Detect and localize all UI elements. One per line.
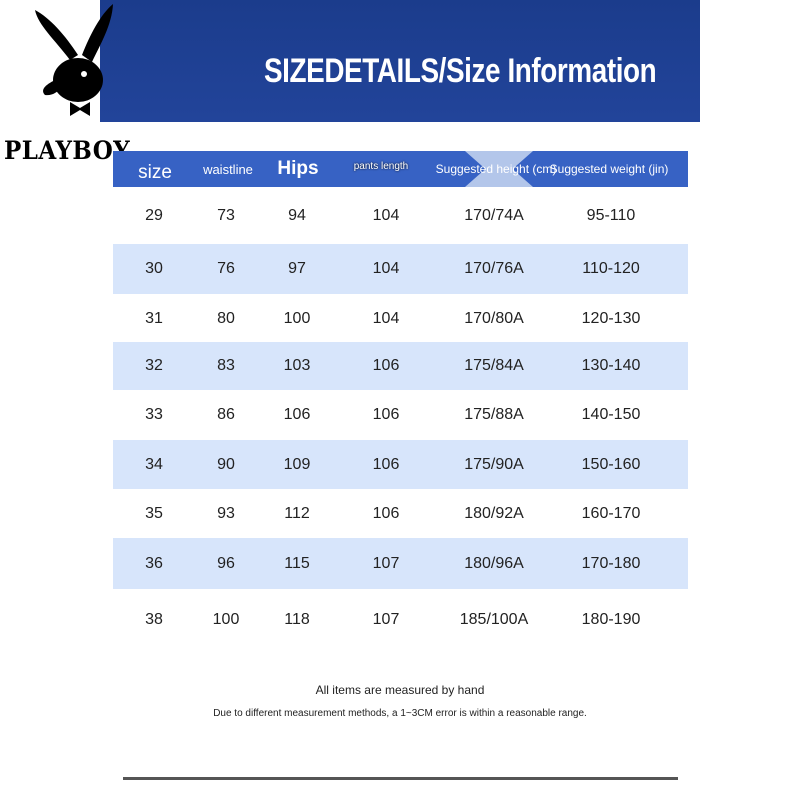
header-weight: Suggested weight (jin) (549, 162, 669, 176)
banner: SIZEDETAILS/Size Information (100, 0, 700, 122)
cell-size: 33 (145, 406, 163, 423)
note-measured: All items are measured by hand (315, 683, 485, 697)
table-row: 30 76 97 104 170/76A 110-120 (113, 244, 688, 294)
cell-height: 180/96A (464, 554, 524, 572)
cell-hips: 100 (283, 309, 311, 327)
cell-hips: 94 (288, 207, 306, 224)
cell-hips: 103 (283, 357, 311, 374)
cell-hips: 97 (288, 260, 306, 277)
cell-pants-length: 106 (372, 357, 400, 374)
table-row: 32 83 103 106 175/84A 130-140 (113, 342, 688, 390)
cell-size: 34 (145, 455, 163, 473)
cell-hips: 106 (283, 406, 311, 423)
divider (123, 777, 678, 780)
table-row: 34 90 109 106 175/90A 150-160 (113, 440, 688, 489)
cell-pants-length: 107 (372, 611, 400, 628)
cell-size: 32 (145, 357, 163, 374)
cell-height: 175/84A (464, 357, 524, 374)
header-size: size (138, 162, 172, 183)
cell-waist: 83 (217, 357, 235, 374)
cell-waist: 96 (217, 554, 235, 572)
cell-weight: 110-120 (582, 260, 640, 277)
cell-pants-length: 106 (372, 504, 400, 522)
header-hips: Hips (277, 158, 319, 179)
cell-weight: 130-140 (581, 357, 641, 374)
cell-height: 175/90A (464, 455, 524, 473)
cell-height: 170/80A (464, 309, 524, 327)
cell-waist: 93 (217, 504, 235, 522)
note-error: Due to different measurement methods, a … (213, 708, 587, 719)
cell-waist: 90 (217, 455, 235, 473)
cell-hips: 118 (284, 611, 310, 628)
cell-waist: 100 (212, 611, 240, 628)
cell-height: 170/76A (464, 260, 524, 277)
logo-text: PLAYBOY (4, 136, 131, 165)
cell-height: 180/92A (464, 504, 524, 522)
cell-pants-length: 107 (372, 554, 400, 572)
cell-hips: 115 (284, 554, 310, 572)
cell-size: 29 (145, 207, 163, 224)
cell-waist: 76 (217, 260, 235, 277)
cell-weight: 180-190 (581, 611, 641, 628)
banner-title: SIZEDETAILS/Size Information (264, 52, 657, 90)
bunny-icon (35, 4, 113, 116)
cell-size: 35 (145, 504, 163, 522)
header-waistline: waistline (203, 161, 253, 177)
cell-height: 175/88A (464, 406, 524, 423)
table-header: size waistline Hips pants length Suggest… (113, 151, 688, 187)
header-pants-length: pants length (353, 160, 409, 172)
cell-pants-length: 104 (372, 260, 400, 277)
playboy-logo: PLAYBOY (0, 0, 160, 170)
table-row: 33 86 106 106 175/88A 140-150 (113, 390, 688, 440)
cell-height: 185/100A (459, 611, 529, 628)
header-height: Suggested height (cm) (435, 162, 557, 176)
cell-weight: 140-150 (581, 406, 641, 423)
cell-weight: 120-130 (581, 309, 641, 327)
cell-waist: 86 (217, 406, 235, 423)
cell-height: 170/74A (464, 207, 524, 224)
cell-size: 36 (145, 554, 163, 572)
cell-size: 38 (145, 611, 163, 628)
table-row: 31 80 100 104 170/80A 120-130 (113, 295, 688, 342)
cell-hips: 109 (283, 455, 311, 473)
cell-weight: 170-180 (581, 554, 641, 572)
cell-weight: 150-160 (581, 455, 641, 473)
cell-waist: 73 (217, 207, 235, 224)
cell-pants-length: 104 (372, 207, 400, 224)
table-row: 29 73 94 104 170/74A 95-110 (113, 190, 688, 242)
table-row: 36 96 115 107 180/96A 170-180 (113, 538, 688, 589)
table-row: 35 93 112 106 180/92A 160-170 (113, 489, 688, 538)
cell-size: 31 (145, 309, 163, 327)
cell-weight: 95-110 (586, 207, 636, 224)
cell-pants-length: 106 (372, 455, 400, 473)
cell-pants-length: 106 (372, 406, 400, 423)
table-row: 38 100 118 107 185/100A 180-190 (113, 589, 688, 651)
cell-size: 30 (145, 260, 163, 277)
cell-weight: 160-170 (581, 504, 641, 522)
cell-hips: 112 (284, 504, 310, 522)
cell-pants-length: 104 (372, 309, 400, 327)
cell-waist: 80 (217, 309, 235, 327)
